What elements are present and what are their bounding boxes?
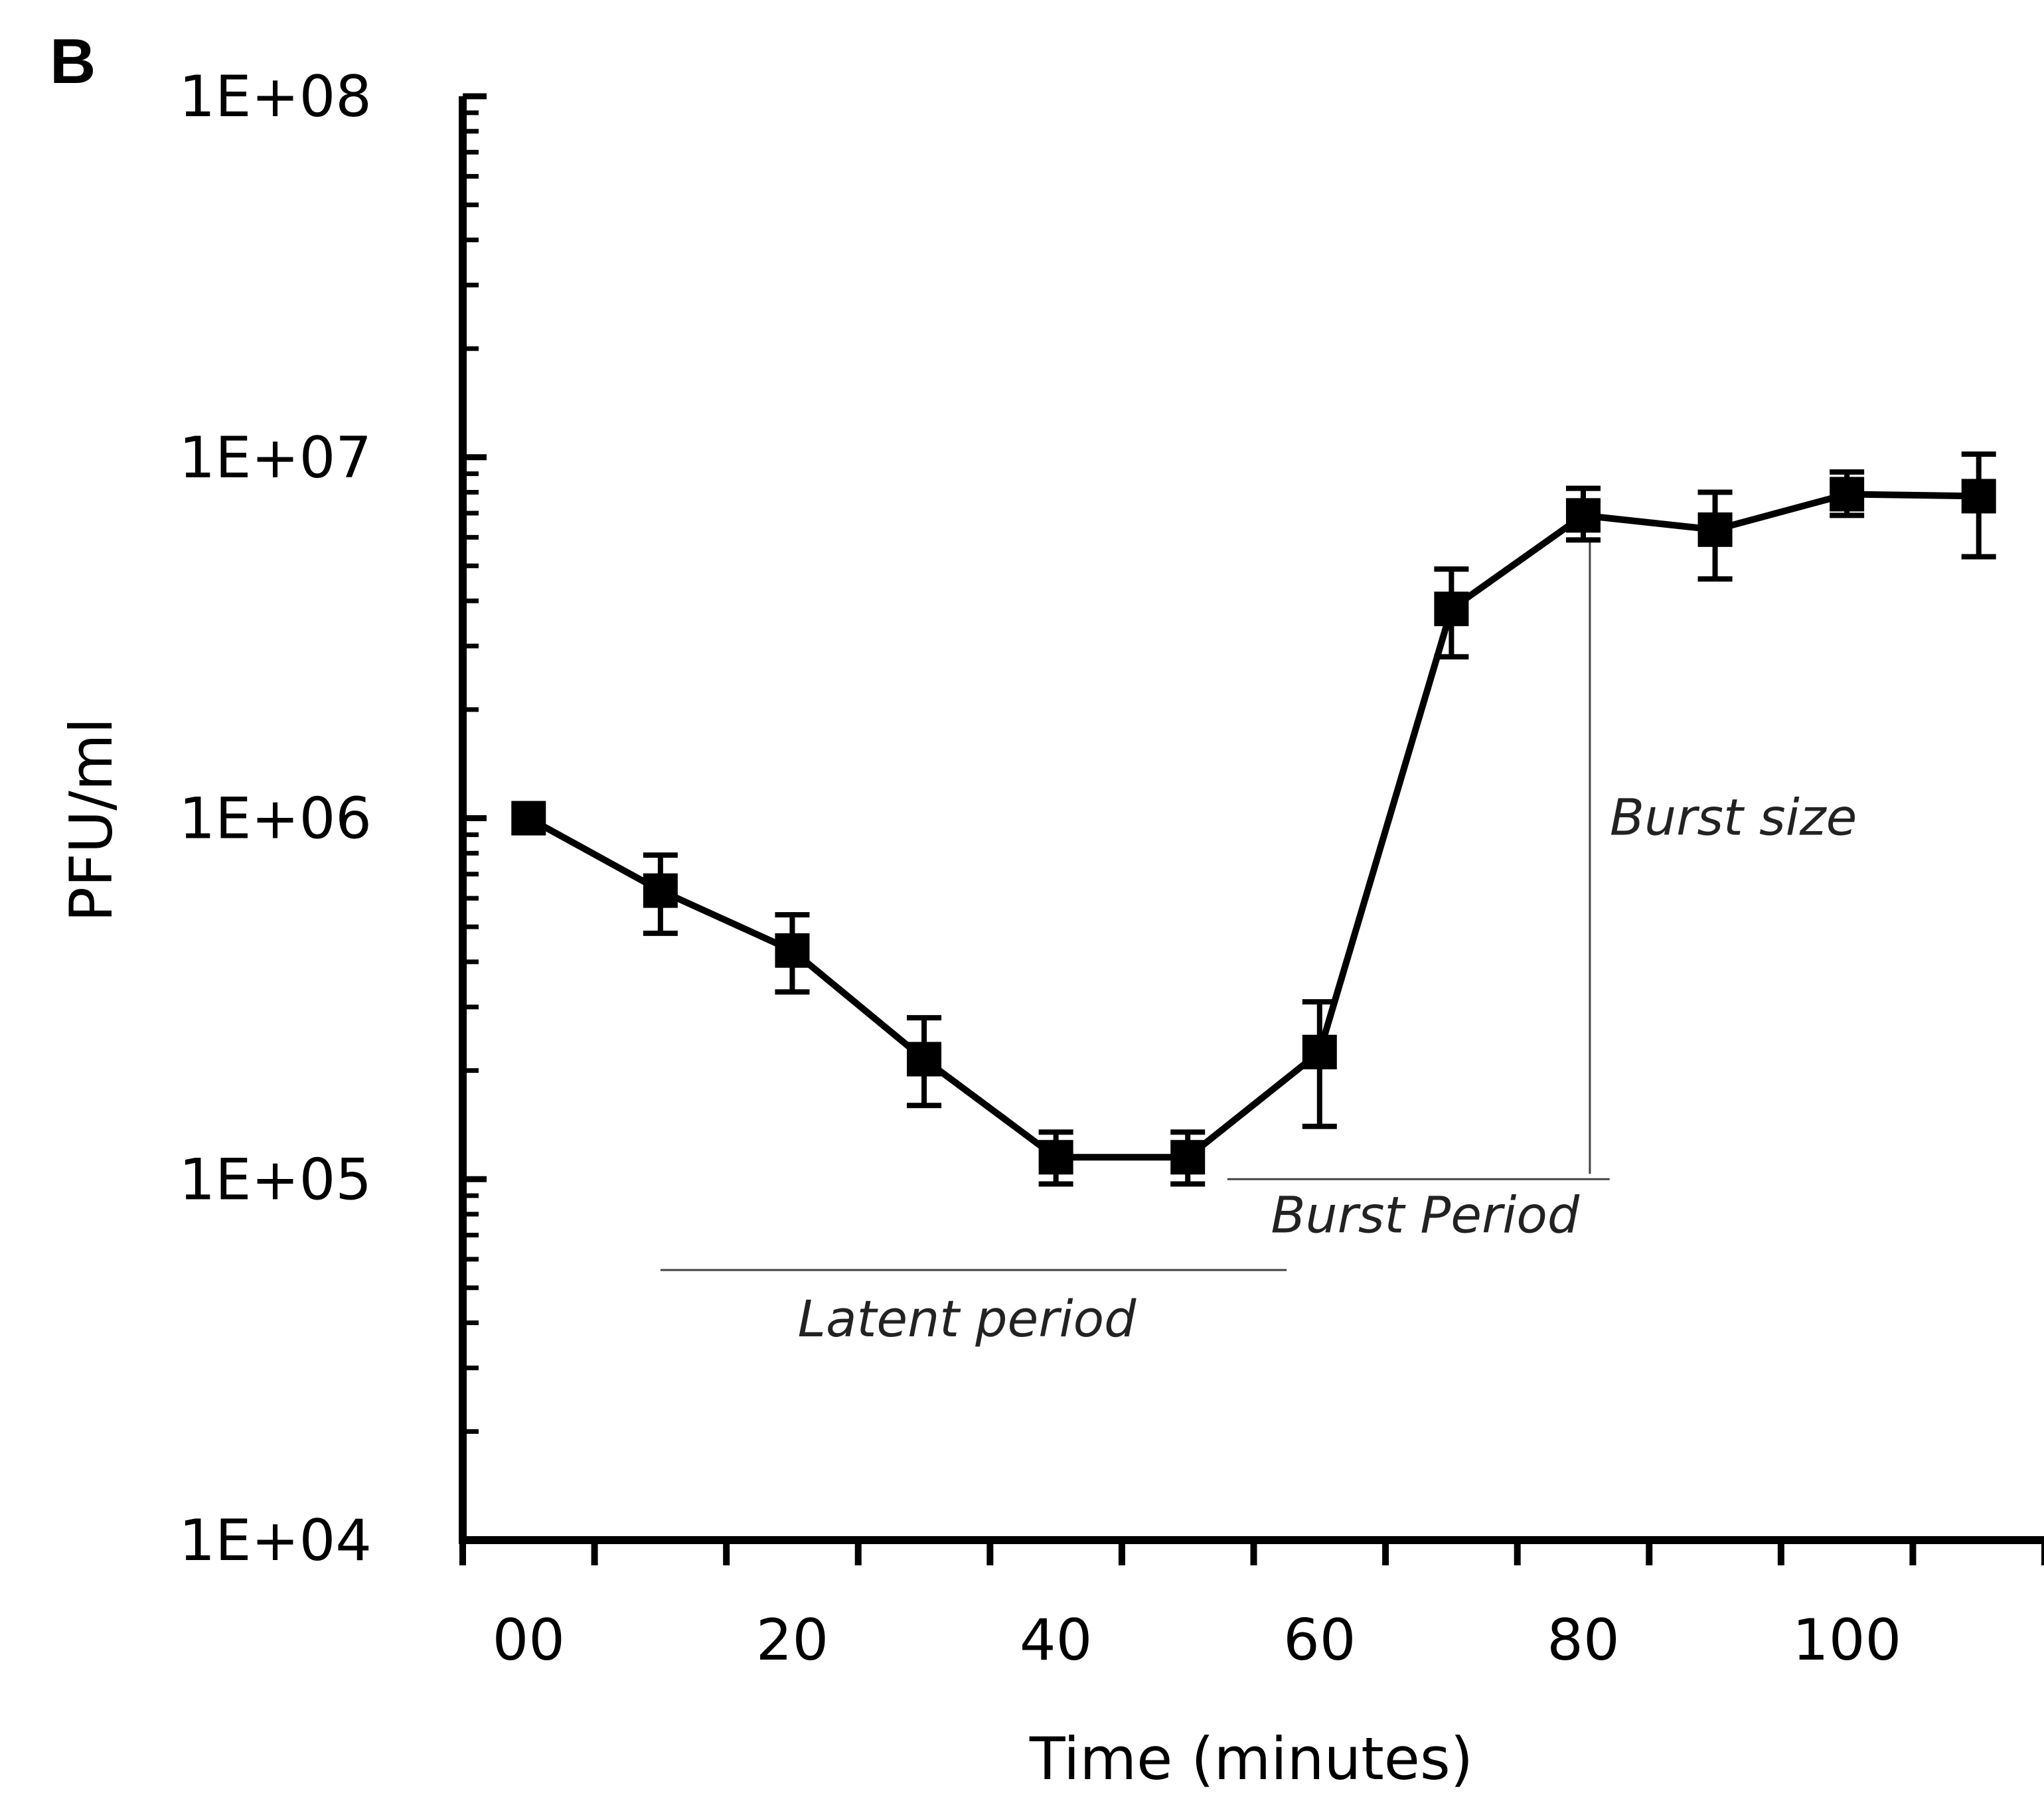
annotations: Latent period Burst Period Burst size [660, 537, 1857, 1348]
data-series [511, 451, 1996, 1187]
data-point [643, 873, 678, 908]
x-tick-label: 20 [756, 1607, 828, 1674]
x-tick-label: 60 [1283, 1607, 1356, 1674]
data-point [1434, 591, 1469, 627]
x-tick-label: 40 [1020, 1607, 1092, 1674]
x-tick-label: 00 [493, 1607, 565, 1674]
panel-label: B [50, 26, 96, 97]
y-axis-label: PFU/ml [57, 718, 125, 922]
data-point [1170, 1140, 1206, 1175]
burst-size-label: Burst size [1610, 788, 1857, 847]
data-point [1565, 498, 1601, 533]
data-point [1038, 1140, 1073, 1175]
y-tick-label: 1E+05 [179, 1146, 372, 1213]
x-axis-label: Time (minutes) [1029, 1725, 1473, 1793]
x-tick-label: 80 [1547, 1607, 1619, 1674]
data-point [1302, 1034, 1337, 1069]
data-point [907, 1042, 942, 1077]
y-tick-label: 1E+06 [179, 786, 372, 852]
burst-period-label: Burst Period [1271, 1185, 1580, 1244]
data-point [1830, 477, 1865, 512]
data-point [1961, 479, 1996, 514]
data-point [511, 801, 546, 836]
y-tick-label: 1E+04 [179, 1508, 372, 1574]
data-point [1697, 512, 1733, 547]
y-tick-label: 1E+07 [179, 425, 372, 491]
axes: 1E+04 1E+05 1E+06 1E+07 1E+08 00 20 40 60 80 100 [179, 64, 2044, 1674]
x-tick-label: 100 [1792, 1607, 1901, 1674]
series-line [526, 491, 1979, 1161]
y-tick-label: 1E+08 [179, 64, 372, 130]
latent-period-label: Latent period [798, 1289, 1137, 1348]
data-point [775, 933, 810, 968]
